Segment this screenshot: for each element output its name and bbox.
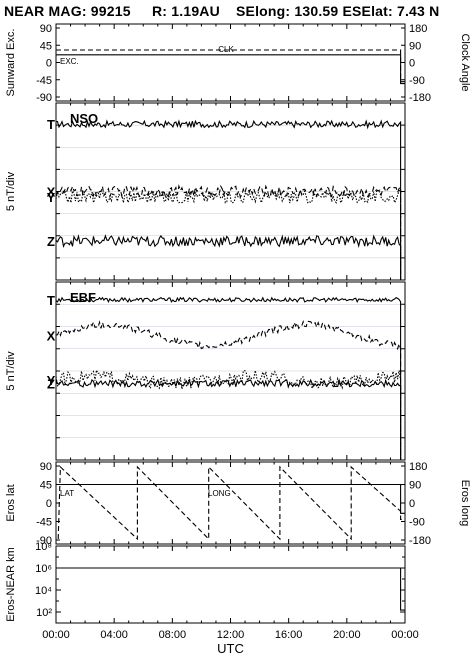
y-axis-label-distance: Eros-NEAR km [5, 547, 17, 622]
sunward-y-tick-label: 45 [40, 40, 52, 52]
series-line-exc [56, 54, 405, 85]
label-lat: LAT [60, 489, 74, 498]
series-line-long [57, 465, 405, 541]
series-label-nso-x: X [47, 185, 56, 200]
title-selat: SElat: 7.43 N [352, 3, 440, 19]
eros-lat-y-tick-label: 0 [46, 498, 52, 510]
x-tick-label: 16:00 [275, 629, 303, 641]
y-axis-label-clock: Clock Angle [459, 33, 471, 91]
series-line-ebf-x [55, 319, 402, 460]
series-line-nso-z [55, 234, 402, 280]
series-label-nso-y: Y [47, 190, 56, 205]
clock-y-tick-label: -90 [409, 75, 425, 87]
label-exc: EXC. [60, 57, 79, 66]
clock-y-tick-label: -180 [409, 92, 431, 104]
y-axis-label-eros-long: Eros long [459, 480, 471, 526]
series-label-ebf-z: Z [47, 376, 55, 391]
sunward-y-tick-label: 90 [40, 23, 52, 35]
title-range: R: 1.19AU [152, 3, 220, 19]
y-axis-label-nso: 5 nT/div [5, 171, 17, 211]
eros-long-y-tick-label: -180 [409, 535, 431, 547]
clock-y-tick-label: 180 [409, 23, 427, 35]
y-axis-label-sunward: Sunward Exc. [5, 29, 17, 97]
eros-long-y-tick-label: -90 [409, 517, 425, 529]
series-line-nso-x [55, 184, 402, 280]
series-line-ebf-t [55, 296, 402, 460]
label-clk: CLK [218, 45, 234, 54]
panel-frame-eros [55, 461, 406, 545]
distance-tick-label: 10² [36, 607, 52, 619]
title-mission: NEAR MAG: 99215 [4, 3, 131, 19]
eros-lat-y-tick-label: 90 [40, 461, 52, 473]
label-long: LONG [208, 489, 231, 498]
series-line-clk [56, 49, 405, 83]
series-label-nso-z: Z [47, 234, 55, 249]
x-tick-label: 04:00 [100, 629, 128, 641]
x-tick-label: 00:00 [391, 629, 419, 641]
panel-title-ebf: EBF [70, 290, 96, 305]
series-label-ebf-x: X [47, 328, 56, 343]
panel-title-nso: NSO [70, 111, 98, 126]
sunward-y-tick-label: -90 [36, 92, 52, 104]
clock-y-tick-label: 90 [409, 40, 421, 52]
x-tick-label: 12:00 [217, 629, 245, 641]
series-label-ebf-t: T [47, 293, 55, 308]
series-line-lat [56, 483, 405, 514]
eros-lat-y-tick-label: -45 [36, 517, 52, 529]
series-line-ebf-z [55, 378, 402, 460]
eros-long-y-tick-label: 0 [409, 498, 415, 510]
series-line-nso-t [55, 119, 402, 280]
clock-y-tick-label: 0 [409, 58, 415, 70]
title-selong: SElong: 130.59 E [236, 3, 353, 19]
panel-frame-sunward [55, 23, 406, 102]
sunward-y-tick-label: -45 [36, 75, 52, 87]
x-tick-label: 08:00 [159, 629, 187, 641]
x-tick-label: 00:00 [42, 629, 70, 641]
distance-tick-label: 10⁴ [35, 585, 52, 597]
series-label-nso-t: T [47, 117, 55, 132]
distance-tick-label: 10⁶ [35, 563, 52, 575]
x-tick-label: 20:00 [333, 629, 361, 641]
chart-title: NEAR MAG: 99215 R: 1.19AU SElong: 130.59… [0, 0, 474, 22]
panel-frame-distance [55, 545, 406, 624]
eros-lat-y-tick-label: 45 [40, 480, 52, 492]
series-line-ebf-y [55, 368, 402, 460]
y-axis-label-ebf: 5 nT/div [5, 351, 17, 391]
eros-lat-y-tick-label: -90 [36, 535, 52, 547]
x-axis-label: UTC [217, 641, 244, 656]
y-axis-label-eros-lat: Eros lat [5, 484, 17, 521]
eros-long-y-tick-label: 90 [409, 480, 421, 492]
series-line-distance [56, 567, 405, 611]
eros-long-y-tick-label: 180 [409, 461, 427, 473]
sunward-y-tick-label: 0 [46, 58, 52, 70]
series-label-ebf-y: Y [47, 373, 56, 388]
distance-tick-label: 10⁸ [35, 541, 52, 553]
series-line-nso-y [55, 189, 402, 280]
